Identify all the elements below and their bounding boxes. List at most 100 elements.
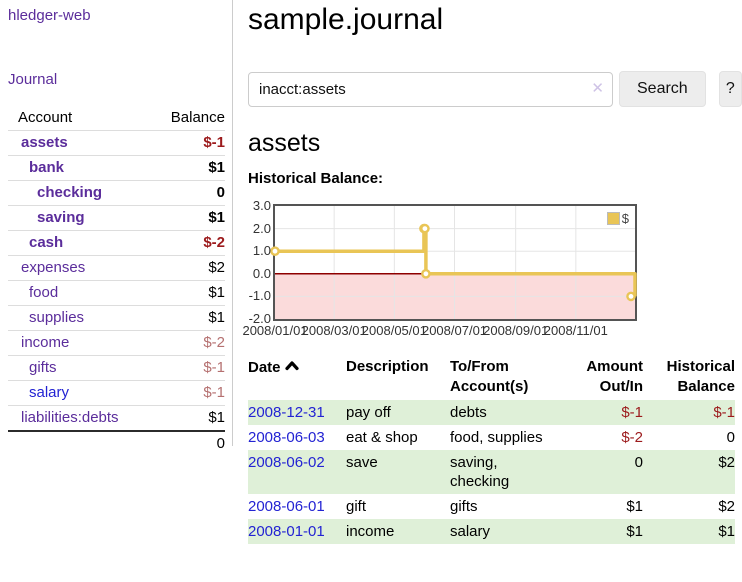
account-balance: $1 xyxy=(208,284,225,301)
account-balance: $1 xyxy=(208,409,225,426)
account-row: salary $-1 xyxy=(8,380,225,406)
account-row: income $-2 xyxy=(8,330,225,356)
historical-balance-chart: $ 3.0 2.0 1.0 0.0 -1.0 -2.0 2008/01/01 2008/03… xyxy=(242,197,728,340)
transaction-description: gift xyxy=(346,498,367,515)
register-col-date: Date xyxy=(248,355,346,400)
search-input[interactable] xyxy=(248,71,613,107)
account-link[interactable]: checking xyxy=(37,184,103,201)
sidebar: hledger-web Journal Account Balance asse… xyxy=(0,0,233,452)
account-link[interactable]: assets xyxy=(21,134,68,151)
transaction-description: income xyxy=(346,523,395,540)
accounts-col-balance: Balance xyxy=(170,109,225,126)
y-axis-tick-label: 1.0 xyxy=(252,243,271,259)
y-axis-tick-label: -1.0 xyxy=(248,288,271,304)
account-link[interactable]: salary xyxy=(29,384,70,401)
account-balance: $-2 xyxy=(203,334,225,351)
legend-swatch-icon xyxy=(606,212,620,225)
accounts-total-row: 0 xyxy=(8,431,225,456)
account-balance: $-2 xyxy=(203,234,225,251)
account-link[interactable]: liabilities:debts xyxy=(21,409,119,426)
account-link[interactable]: income xyxy=(21,334,70,351)
x-axis-tick-label: 2008/09/01 xyxy=(483,323,549,338)
transaction-date-link[interactable]: 2008-06-03 xyxy=(248,429,325,446)
account-row: food $1 xyxy=(8,280,225,306)
transaction-accounts: food, supplies xyxy=(450,429,543,446)
chart-legend: $ xyxy=(606,211,629,226)
account-link[interactable]: saving xyxy=(37,209,85,226)
transaction-amount: 0 xyxy=(634,454,643,471)
legend-label: $ xyxy=(621,211,629,226)
transaction-date-link[interactable]: 2008-06-01 xyxy=(248,498,325,515)
transaction-balance: 0 xyxy=(726,429,735,446)
y-axis-tick-label: -2.0 xyxy=(248,311,271,326)
accounts-table: Account Balance assets $-1 bank $1 checking 0… xyxy=(8,106,225,456)
account-row: expenses $2 xyxy=(8,255,225,281)
account-link[interactable]: bank xyxy=(29,159,65,176)
x-axis-tick-label: 2008/03/01 xyxy=(301,323,367,338)
transaction-amount: $-2 xyxy=(621,429,643,446)
register-row: 2008-06-03 eat & shop food, supplies $-2 0 xyxy=(248,425,735,450)
register-col-description: Description xyxy=(346,358,429,375)
transaction-amount: $1 xyxy=(626,523,643,540)
accounts-col-account: Account xyxy=(18,109,73,126)
transaction-balance: $2 xyxy=(718,498,735,515)
account-balance: $-1 xyxy=(203,359,225,376)
account-row: checking 0 xyxy=(8,180,225,206)
x-axis-tick-label: 2008/01/01 xyxy=(242,323,308,338)
chart-title: Historical Balance: xyxy=(248,170,384,187)
y-axis-tick-label: 0.0 xyxy=(252,265,271,281)
register-col-account: To/From Account(s) xyxy=(450,358,529,395)
transaction-balance: $1 xyxy=(718,523,735,540)
account-row: saving $1 xyxy=(8,205,225,231)
account-balance: $1 xyxy=(208,159,225,176)
transaction-date-link[interactable]: 2008-12-31 xyxy=(248,404,325,421)
transaction-description: save xyxy=(346,454,378,471)
page-title: sample.journal xyxy=(248,3,444,36)
sidebar-item-journal[interactable]: Journal xyxy=(8,71,58,88)
account-heading: assets xyxy=(248,129,321,157)
chart-plot-area[interactable]: $ xyxy=(270,204,637,321)
register-row: 2008-01-01 income salary $1 $1 xyxy=(248,519,735,544)
register-row: 2008-06-02 save saving, checking 0 $2 xyxy=(248,450,735,494)
transaction-date-link[interactable]: 2008-01-01 xyxy=(248,523,325,540)
register-row: 2008-12-31 pay off debts $-1 $-1 xyxy=(248,400,735,425)
account-balance: $1 xyxy=(208,209,225,226)
search-button[interactable]: Search xyxy=(619,71,706,107)
transaction-description: eat & shop xyxy=(346,429,418,446)
transaction-description: pay off xyxy=(346,404,391,421)
x-axis-tick-label: 2008/05/01 xyxy=(361,323,427,338)
clear-search-icon[interactable]: ✕ xyxy=(591,79,604,97)
account-link[interactable]: expenses xyxy=(21,259,86,276)
account-row: supplies $1 xyxy=(8,305,225,331)
y-axis-tick-label: 2.0 xyxy=(252,220,271,236)
help-button[interactable]: ? xyxy=(718,71,742,107)
account-row: assets $-1 xyxy=(8,130,225,156)
transaction-amount: $1 xyxy=(626,498,643,515)
account-link[interactable]: food xyxy=(29,284,59,301)
account-balance: $2 xyxy=(208,259,225,276)
transaction-accounts: debts xyxy=(450,404,487,421)
account-row: bank $1 xyxy=(8,155,225,181)
account-link[interactable]: cash xyxy=(29,234,64,251)
account-link[interactable]: gifts xyxy=(29,359,57,376)
account-balance: $1 xyxy=(208,309,225,326)
transaction-accounts: gifts xyxy=(450,498,478,515)
transaction-balance: $2 xyxy=(718,454,735,471)
account-row: gifts $-1 xyxy=(8,355,225,381)
register-col-amount: Amount Out/In xyxy=(586,358,643,395)
register-row: 2008-06-01 gift gifts $1 $2 xyxy=(248,494,735,519)
transaction-accounts: saving, checking xyxy=(450,454,510,490)
account-row: liabilities:debts $1 xyxy=(8,405,225,432)
account-row: cash $-2 xyxy=(8,230,225,256)
transaction-date-link[interactable]: 2008-06-02 xyxy=(248,454,325,471)
account-balance: $-1 xyxy=(203,384,225,401)
x-axis-tick-label: 2008/11/01 xyxy=(543,323,608,338)
x-axis-tick-label: 2008/07/01 xyxy=(421,323,488,338)
account-link[interactable]: supplies xyxy=(29,309,85,326)
search-form: ✕ Search ? xyxy=(248,71,742,107)
main-panel: sample.journal ✕ Search ? assets Histori… xyxy=(233,0,742,544)
account-balance: 0 xyxy=(216,184,225,201)
app-brand-link[interactable]: hledger-web xyxy=(8,7,91,24)
sort-ascending-icon xyxy=(284,357,299,377)
accounts-total-value: 0 xyxy=(216,435,225,452)
